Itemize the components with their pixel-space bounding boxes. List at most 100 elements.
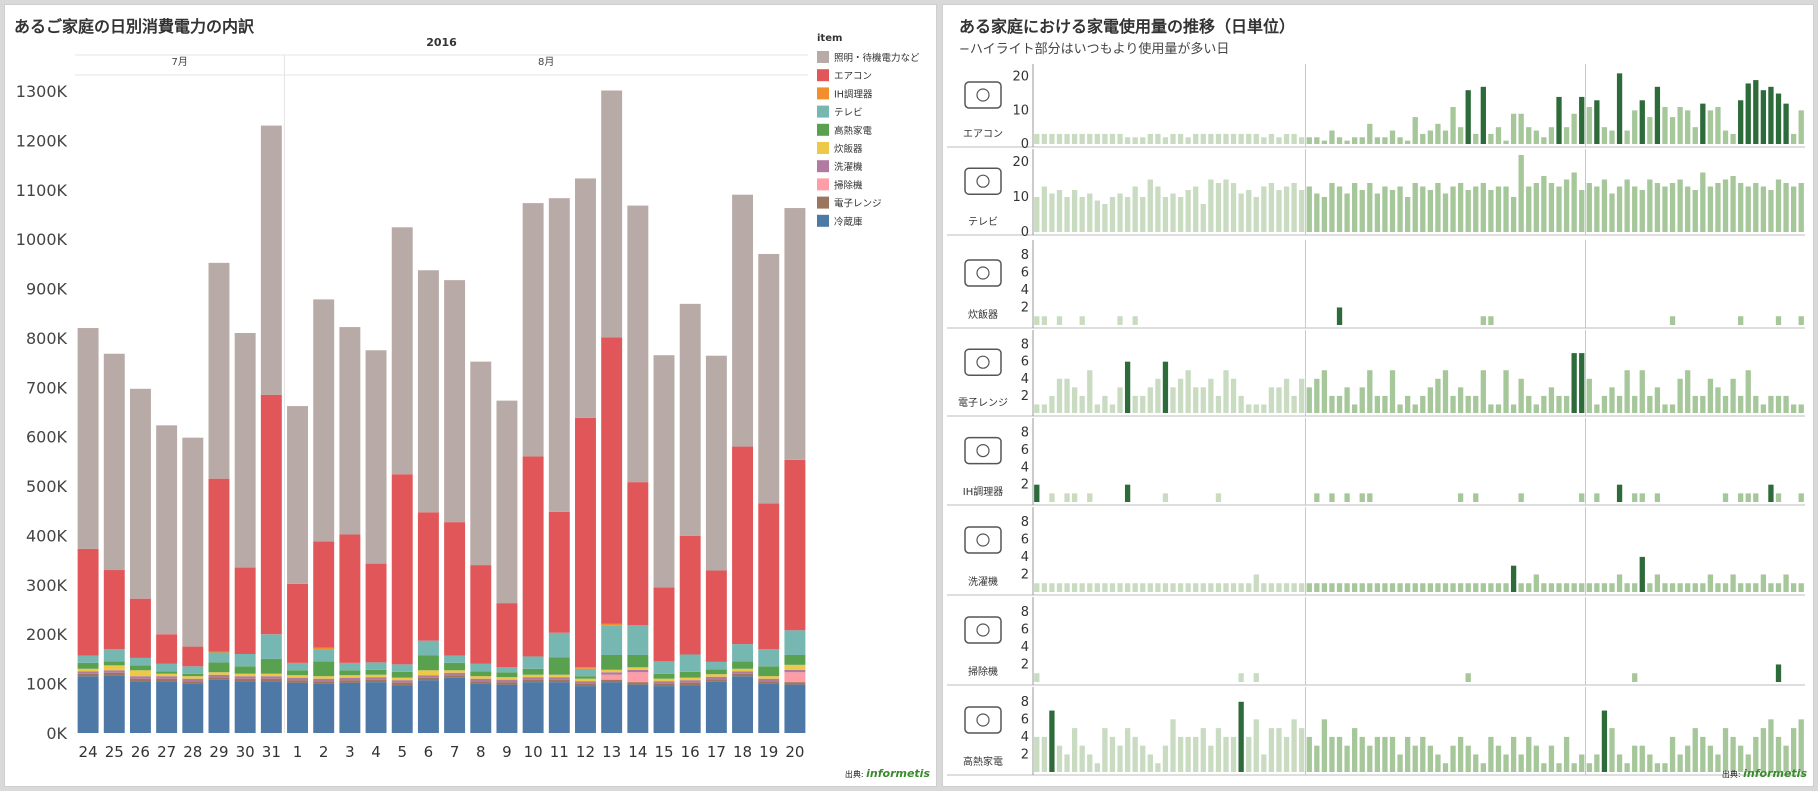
panel-bar — [1450, 395, 1456, 413]
bar-segment — [208, 651, 230, 653]
panel-bar — [1715, 754, 1721, 772]
left-credit-brand: informetis — [866, 767, 930, 780]
panel-bar — [1208, 133, 1214, 144]
bar-segment — [417, 670, 439, 676]
panel-bar — [1616, 73, 1623, 144]
panel-bar — [1389, 190, 1396, 232]
panel-bar — [1268, 728, 1275, 772]
panel-bar — [1261, 583, 1267, 592]
bar-segment — [653, 355, 675, 588]
panel-bar — [1465, 583, 1471, 592]
panel-bar — [1738, 493, 1744, 502]
bar-segment — [365, 677, 387, 680]
bar-segment — [182, 681, 204, 684]
panel-bar — [1420, 395, 1426, 413]
panel-bar — [1700, 395, 1706, 413]
right-chart-title: ある家庭における家電使用量の推移（日単位） — [959, 17, 1296, 36]
panel-bar — [1692, 583, 1698, 592]
panel-bar — [1299, 190, 1305, 232]
panel-bar — [1745, 186, 1751, 232]
legend-swatch — [817, 196, 829, 209]
panel-bar — [1632, 583, 1638, 592]
appliance-icon-outline — [964, 526, 1002, 554]
panel-bar — [1049, 583, 1055, 592]
panel-bar — [1677, 179, 1683, 232]
panel-bar — [1193, 186, 1199, 232]
panel-y-tick: 8 — [1021, 248, 1029, 263]
bar-segment — [496, 603, 518, 668]
panel-bar — [1685, 583, 1691, 592]
panel-bar — [1722, 728, 1729, 772]
panel-bar — [1632, 110, 1638, 144]
bar-segment — [705, 676, 727, 680]
bar-segment — [260, 681, 282, 733]
panel-bar — [1367, 123, 1373, 144]
panel-bar — [1420, 736, 1426, 772]
appliance-icon-detail — [976, 713, 990, 727]
bar-segment — [784, 630, 806, 655]
panel-bar — [1359, 583, 1365, 592]
panel-bar — [1230, 736, 1237, 772]
panel-bar — [1079, 395, 1085, 413]
panel-label: 炊飯器 — [968, 308, 998, 321]
panel-bar — [1215, 728, 1222, 772]
panel-bar — [1094, 763, 1100, 772]
panel-bar — [1367, 370, 1373, 413]
panel-bar — [1170, 387, 1176, 413]
bar-segment — [496, 400, 518, 604]
panel-bar — [1427, 190, 1434, 232]
panel-bar — [1329, 493, 1335, 502]
panel-bar — [1291, 183, 1297, 232]
x-tick-label: 13 — [602, 743, 621, 761]
panel-bar — [1480, 583, 1486, 592]
panel-label: 高熱家電 — [963, 755, 1003, 768]
bar-segment — [365, 674, 387, 678]
panel-bar — [1457, 736, 1464, 772]
panel-bar — [1632, 673, 1638, 682]
bar-segment — [784, 208, 806, 460]
bar-segment — [287, 677, 308, 681]
panel-bar — [1685, 370, 1691, 413]
panel-bar — [1329, 130, 1335, 144]
panel-bar — [1034, 197, 1040, 232]
panel-bar — [1526, 395, 1532, 413]
x-tick-label: 7 — [450, 743, 460, 761]
panel-bar — [1238, 673, 1244, 682]
panel-bar — [1473, 395, 1479, 413]
bar-segment — [417, 680, 439, 733]
bar-segment — [339, 327, 361, 535]
appliance-icon-detail — [976, 174, 990, 188]
month-header-july: 7月 — [172, 56, 188, 68]
panel-bar — [1193, 133, 1199, 144]
panel-bar — [1533, 404, 1539, 413]
bar-segment — [234, 567, 256, 654]
panel-bar — [1049, 395, 1055, 413]
appliance-icon-outline — [964, 348, 1002, 376]
panel-bar — [1677, 754, 1683, 772]
panel-bar — [1745, 583, 1751, 592]
panel-bar — [1722, 179, 1729, 232]
panel-y-tick: 2 — [1021, 478, 1029, 493]
panel-bar — [1420, 186, 1426, 232]
bar-segment — [548, 674, 570, 678]
panel-y-tick: 6 — [1021, 622, 1029, 637]
bar-segment — [732, 668, 754, 672]
panel-bar — [1041, 404, 1048, 413]
panel-bar — [1730, 378, 1736, 413]
panel-bar — [1314, 378, 1320, 413]
bar-segment — [548, 677, 570, 680]
bar-segment — [391, 664, 413, 672]
y-tick-label: 100K — [26, 675, 68, 694]
panel-bar — [1329, 183, 1335, 232]
bar-segment — [313, 683, 335, 733]
bar-segment — [732, 194, 754, 447]
panel-bar — [1230, 183, 1237, 232]
bar-segment — [758, 683, 780, 733]
panel-y-tick: 8 — [1021, 338, 1029, 353]
panel-bar — [1109, 197, 1116, 232]
bar-segment — [653, 673, 675, 679]
left-chart-title: あるご家庭の日別消費電力の内訳 — [14, 17, 255, 36]
bar-segment — [287, 583, 308, 663]
panel-y-tick: 2 — [1021, 747, 1029, 762]
bar-segment — [129, 670, 151, 677]
